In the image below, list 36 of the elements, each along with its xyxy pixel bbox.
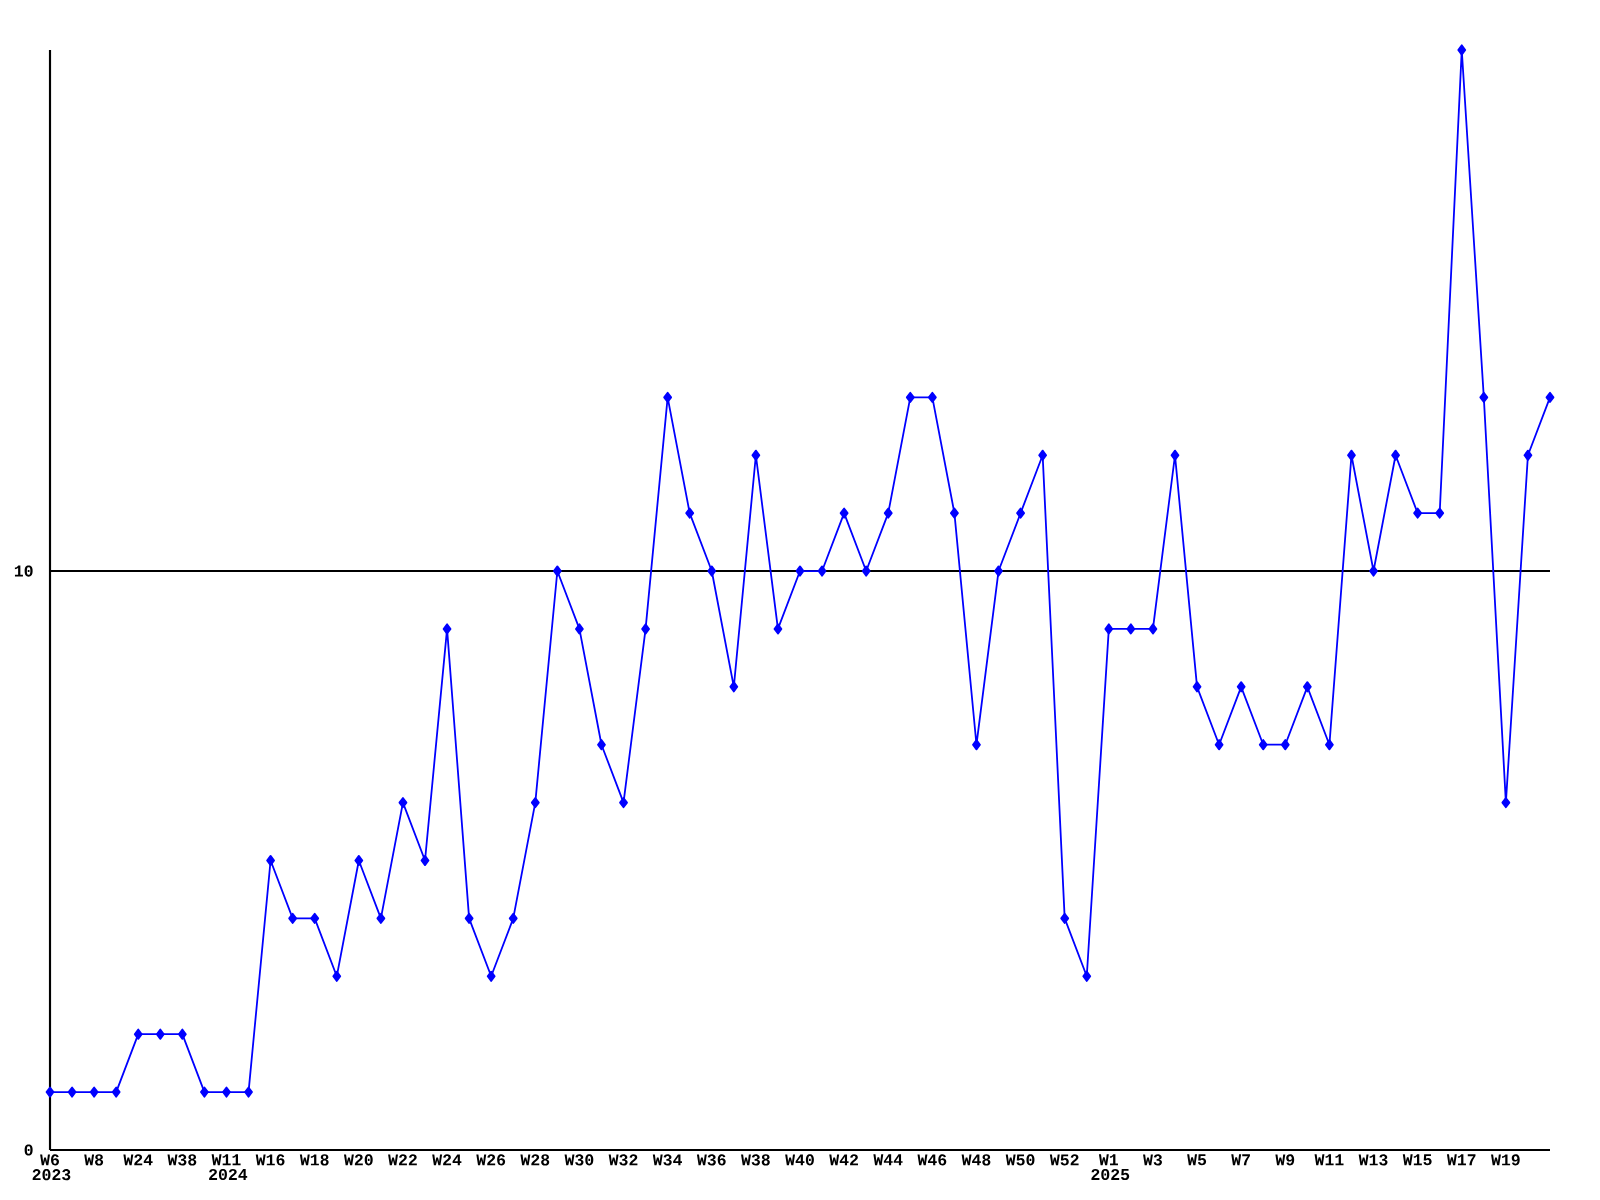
x-tick-label: W11 2024 [209, 1154, 248, 1181]
x-tick-label: W22 [388, 1154, 417, 1166]
x-tick-label: W17 [1446, 1154, 1476, 1166]
x-tick-label: W1 2025 [1091, 1154, 1130, 1181]
x-tick-label: W16 [255, 1154, 285, 1166]
x-tick-label: W6 2023 [32, 1154, 71, 1181]
x-tick-label: W46 [917, 1154, 947, 1166]
x-tick-label: W52 [1049, 1154, 1079, 1166]
x-tick-label: W36 [696, 1154, 726, 1166]
x-tick-label: W28 [520, 1154, 550, 1166]
x-tick-label: W18 [299, 1154, 329, 1166]
x-tick-label: W30 [564, 1154, 594, 1166]
x-tick-label: W24 [123, 1154, 153, 1166]
x-tick-label: W13 [1358, 1154, 1388, 1166]
x-tick-label: W7 [1231, 1154, 1250, 1166]
x-tick-label: W32 [608, 1154, 638, 1166]
x-tick-label: W9 [1275, 1154, 1295, 1166]
x-tick-label: W8 [84, 1154, 104, 1166]
x-tick-label: W11 [1314, 1154, 1344, 1166]
x-tick-label: W5 [1187, 1154, 1207, 1166]
y-tick-label: 0 [24, 1144, 33, 1156]
y-tick-label: 10 [14, 565, 33, 577]
x-tick-label: W38 [741, 1154, 770, 1166]
x-tick-label: W26 [476, 1154, 506, 1166]
x-tick-label: W20 [343, 1154, 373, 1166]
x-tick-label: W19 [1491, 1154, 1520, 1166]
x-tick-label: W40 [785, 1154, 814, 1166]
x-tick-label: W48 [961, 1154, 991, 1166]
x-tick-label: W24 [432, 1154, 462, 1166]
x-tick-label: W50 [1005, 1154, 1035, 1166]
x-tick-label: W44 [873, 1154, 903, 1166]
x-tick-label: W42 [829, 1154, 858, 1166]
x-tick-label: W15 [1402, 1154, 1432, 1166]
x-tick-label: W34 [652, 1154, 682, 1166]
x-tick-label: W38 [167, 1154, 197, 1166]
x-tick-label: W3 [1143, 1154, 1162, 1166]
